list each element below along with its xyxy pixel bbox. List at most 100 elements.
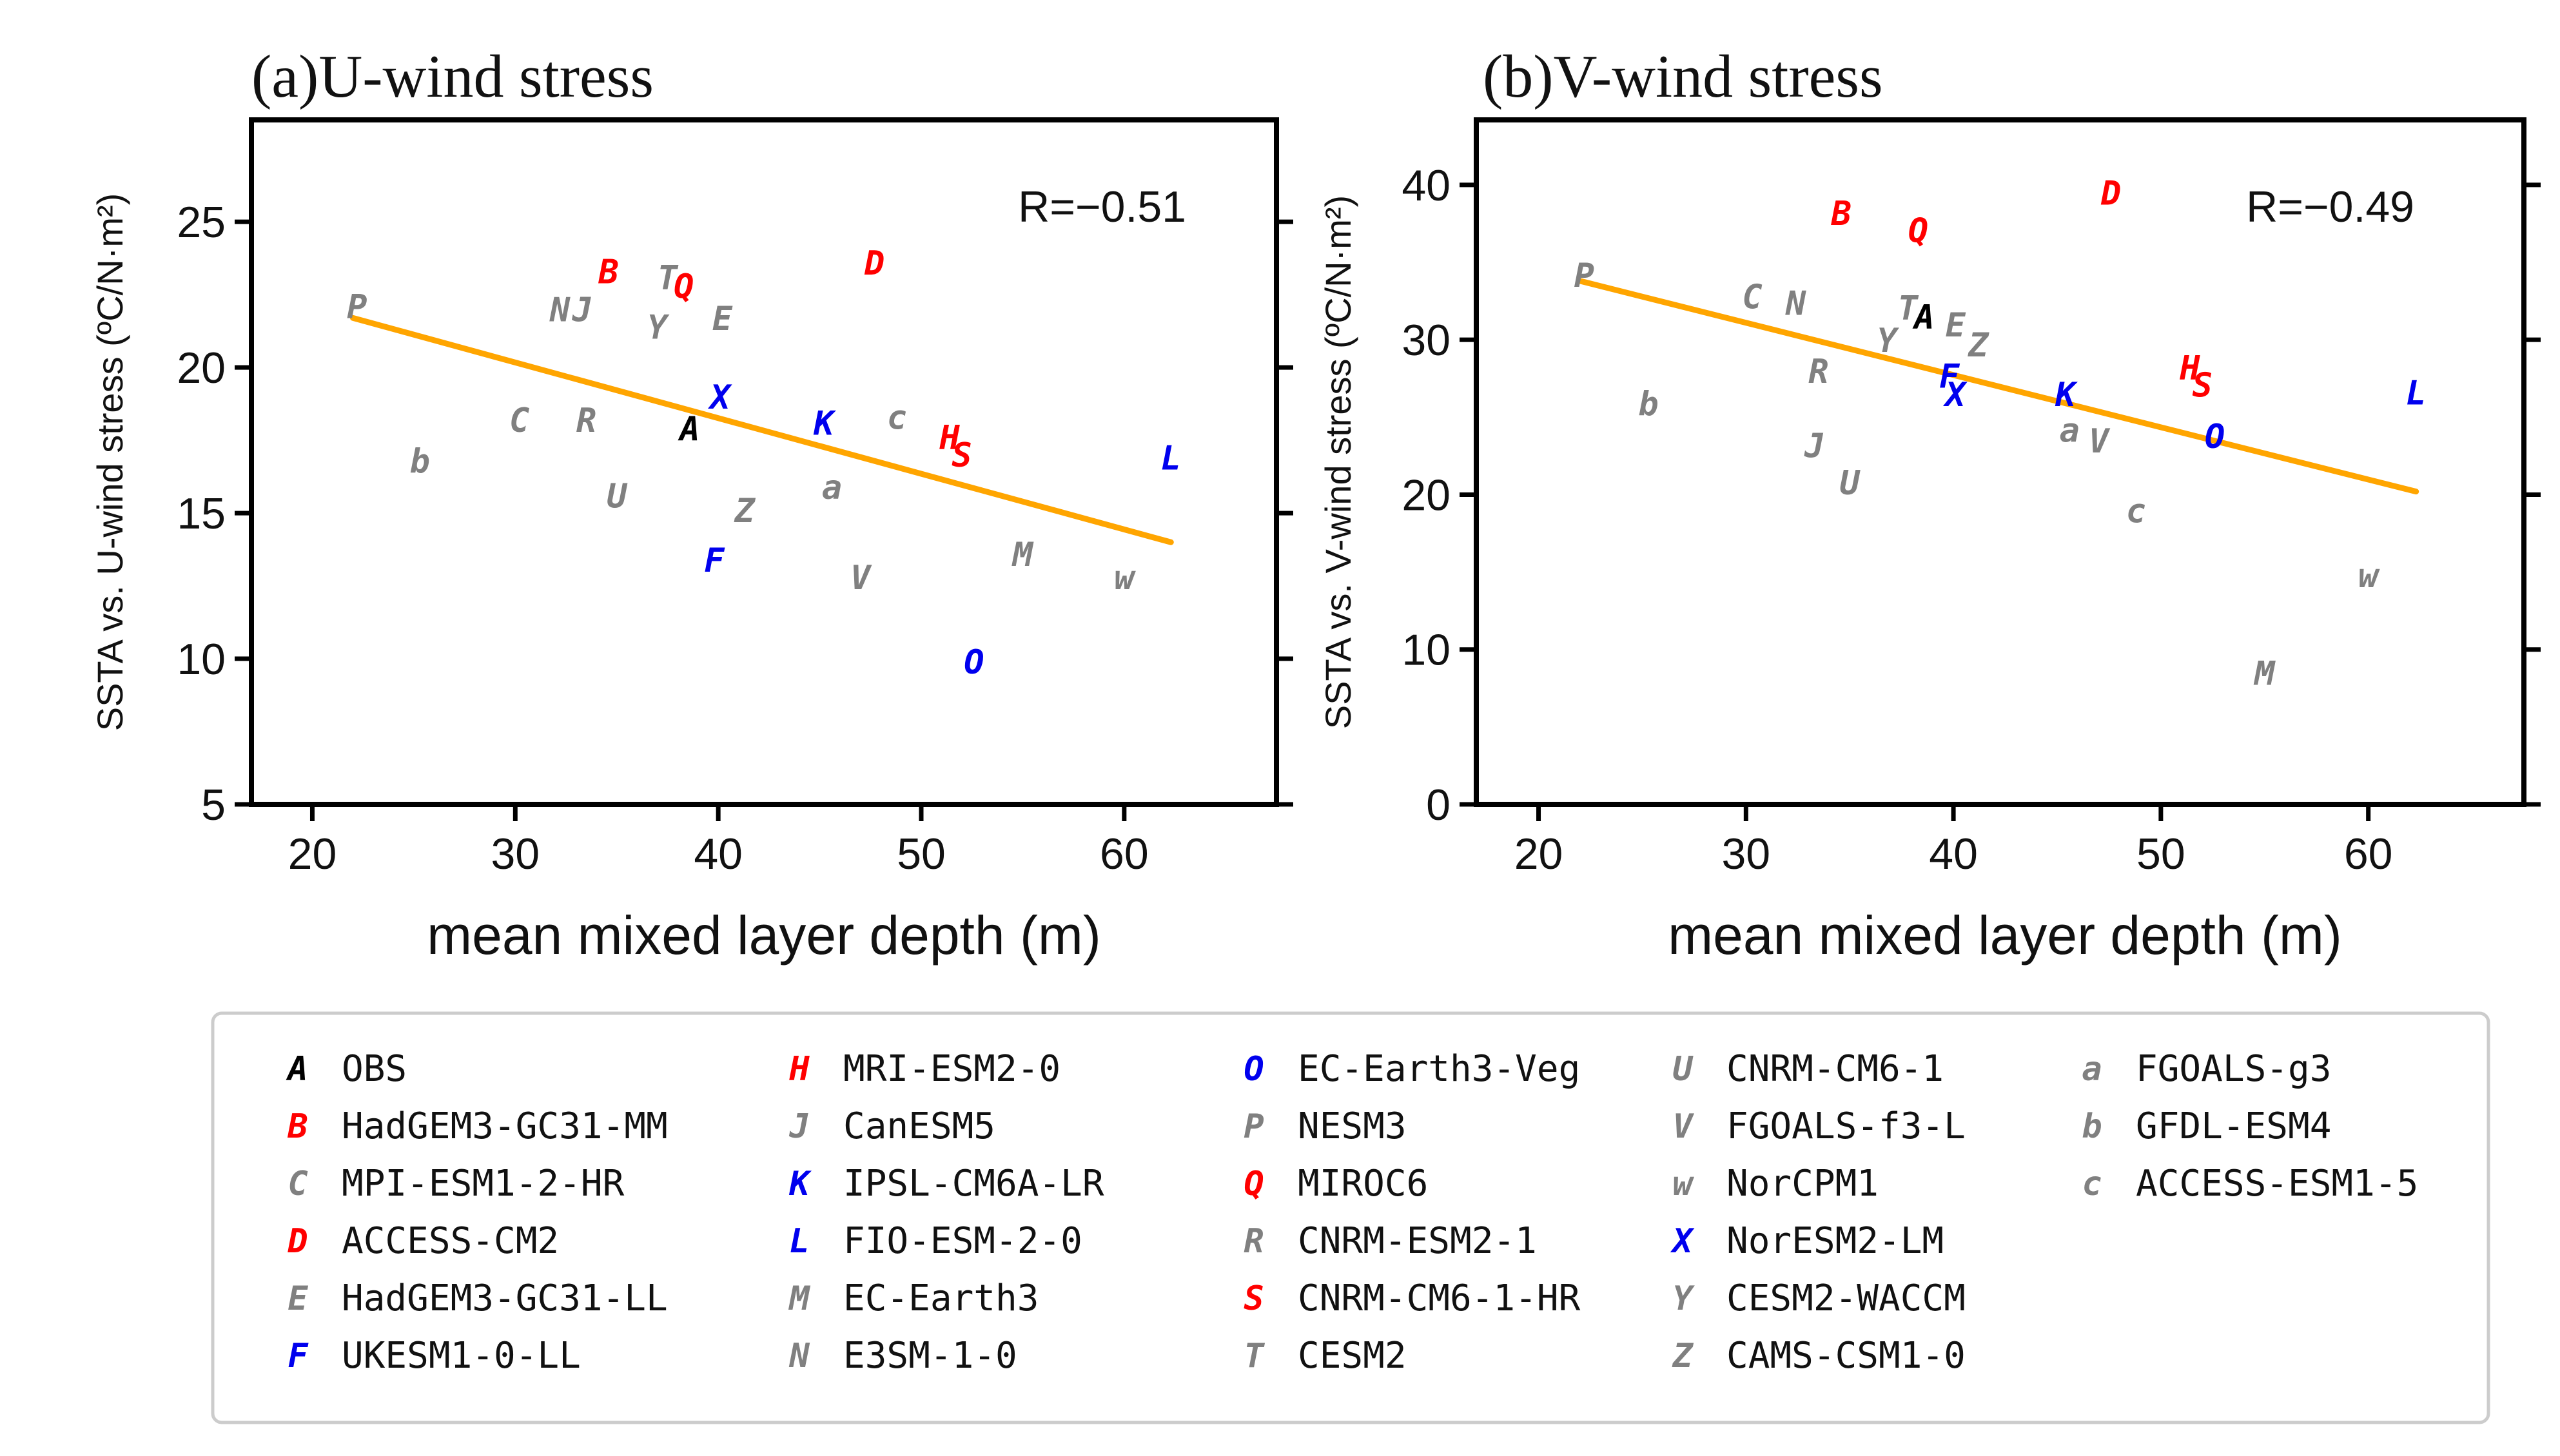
point-B: B [598, 253, 618, 292]
x-tick-label: 60 [2344, 830, 2393, 878]
point-M: M [1011, 536, 1034, 574]
legend-key-V: V [1672, 1107, 1694, 1146]
legend-key-H: H [788, 1050, 810, 1089]
legend-key-Z: Z [1672, 1337, 1694, 1375]
legend-key-T: T [1244, 1337, 1265, 1375]
point-E: E [1946, 306, 1966, 345]
panel-b-correlation: R=−0.49 [2246, 182, 2414, 231]
point-P: P [347, 288, 367, 327]
legend-key-C: C [288, 1165, 308, 1203]
panel-a-correlation: R=−0.51 [1018, 182, 1186, 231]
x-tick-label: 50 [897, 830, 946, 878]
legend-model-name: FGOALS-f3-L [1726, 1105, 1966, 1147]
point-O: O [964, 643, 984, 682]
legend-model-name: OBS [342, 1048, 407, 1090]
legend-key-L: L [789, 1222, 809, 1261]
point-V: V [850, 559, 872, 597]
legend-model-name: NESM3 [1298, 1105, 1407, 1147]
y-tick-label: 0 [1426, 781, 1451, 830]
point-S: S [2193, 367, 2213, 405]
legend-key-N: N [788, 1337, 810, 1375]
point-K: K [2055, 376, 2078, 414]
legend-key-Y: Y [1672, 1279, 1695, 1318]
legend-model-name: HadGEM3-GC31-LL [342, 1277, 668, 1319]
legend-model-name: CNRM-ESM2-1 [1298, 1220, 1537, 1262]
point-H: H [939, 419, 960, 458]
legend-model-name: MRI-ESM2-0 [843, 1048, 1060, 1090]
point-b: b [1638, 385, 1658, 424]
legend-model-name: ACCESS-ESM1-5 [2136, 1163, 2418, 1205]
legend-model-name: CanESM5 [843, 1105, 995, 1147]
legend-items: A OBS B HadGEM3-GC31-MM C MPI-ESM1-2-HR D ACCES… [286, 1048, 2418, 1377]
legend-key-D: D [287, 1222, 308, 1261]
panel-b-v-wind-stress: (b)V-wind stress 0 10 20 30 40 20 30 40 50 60 Pb… [1318, 43, 2541, 966]
panel-b-y-axis-label: SSTA vs. V-wind stress (ºC/N·m²) [1318, 195, 1358, 729]
point-H: H [2179, 349, 2200, 388]
point-S: S [952, 436, 972, 475]
point-X: X [1943, 376, 1968, 414]
legend-model-name: FIO-ESM-2-0 [843, 1220, 1082, 1262]
point-U: U [1840, 464, 1861, 503]
panel-a-x-axis-label: mean mixed layer depth (m) [427, 905, 1101, 966]
point-c: c [887, 398, 907, 437]
panel-a-y-axis-label: SSTA vs. U-wind stress (ºC/N·m²) [90, 193, 130, 732]
point-a: a [822, 469, 842, 507]
point-O: O [2205, 418, 2225, 456]
point-R: R [1808, 353, 1828, 391]
y-tick-label: 25 [177, 198, 226, 247]
x-tick-label: 20 [1514, 830, 1563, 878]
legend-model-name: ACCESS-CM2 [342, 1220, 559, 1262]
legend-model-name: GFDL-ESM4 [2136, 1105, 2331, 1147]
legend-key-Q: Q [1244, 1165, 1264, 1203]
y-tick-label: 15 [177, 489, 226, 538]
legend-model-name: FGOALS-g3 [2136, 1048, 2331, 1090]
point-a: a [2060, 411, 2080, 450]
legend-model-name: MPI-ESM1-2-HR [342, 1163, 625, 1205]
point-Q: Q [1908, 211, 1928, 250]
legend-model-name: CAMS-CSM1-0 [1726, 1335, 1966, 1377]
point-J: J [1804, 427, 1824, 465]
panel-a-x-ticks: 20 30 40 50 60 [288, 804, 1149, 878]
point-N: N [549, 291, 571, 329]
point-Z: Z [1968, 326, 1989, 365]
point-w: w [1114, 559, 1136, 597]
legend-key-b: b [2082, 1107, 2102, 1146]
y-tick-label: 10 [1402, 626, 1451, 675]
legend-model-name: UKESM1-0-LL [342, 1335, 581, 1377]
point-D: D [864, 244, 884, 283]
legend-key-M: M [788, 1279, 810, 1318]
y-tick-label: 20 [177, 344, 226, 393]
legend-key-X: X [1670, 1222, 1695, 1261]
x-tick-label: 30 [491, 830, 540, 878]
legend-key-A: A [286, 1050, 308, 1089]
legend-model-name: IPSL-CM6A-LR [843, 1163, 1104, 1205]
panel-a-regression-line [349, 315, 1174, 545]
legend-model-name: NorCPM1 [1726, 1163, 1879, 1205]
point-w: w [2358, 557, 2380, 596]
point-C: C [1742, 278, 1762, 317]
point-F: F [704, 541, 725, 580]
legend-model-name: HadGEM3-GC31-MM [342, 1105, 668, 1147]
point-Q: Q [674, 267, 694, 306]
x-tick-label: 50 [2136, 830, 2185, 878]
panel-b-x-axis-label: mean mixed layer depth (m) [1668, 905, 2342, 966]
legend-key-w: w [1672, 1165, 1694, 1203]
panel-a-plot-frame [249, 117, 1279, 807]
y-tick-label: 40 [1402, 161, 1451, 210]
point-b: b [410, 442, 430, 481]
panel-b-x-ticks: 20 30 40 50 60 [1514, 804, 2393, 878]
legend-key-E: E [288, 1279, 308, 1318]
point-Z: Z [734, 492, 756, 530]
legend: A OBS B HadGEM3-GC31-MM C MPI-ESM1-2-HR D ACCES… [211, 1011, 2490, 1424]
legend-key-c: c [2082, 1165, 2102, 1203]
x-tick-label: 30 [1721, 830, 1770, 878]
panel-b-plot-frame [1474, 117, 2526, 807]
point-Y: Y [647, 308, 670, 347]
legend-key-R: R [1244, 1222, 1264, 1261]
y-tick-label: 30 [1402, 316, 1451, 365]
point-B: B [1831, 195, 1852, 233]
legend-key-K: K [788, 1165, 812, 1203]
legend-model-name: NorESM2-LM [1726, 1220, 1944, 1262]
